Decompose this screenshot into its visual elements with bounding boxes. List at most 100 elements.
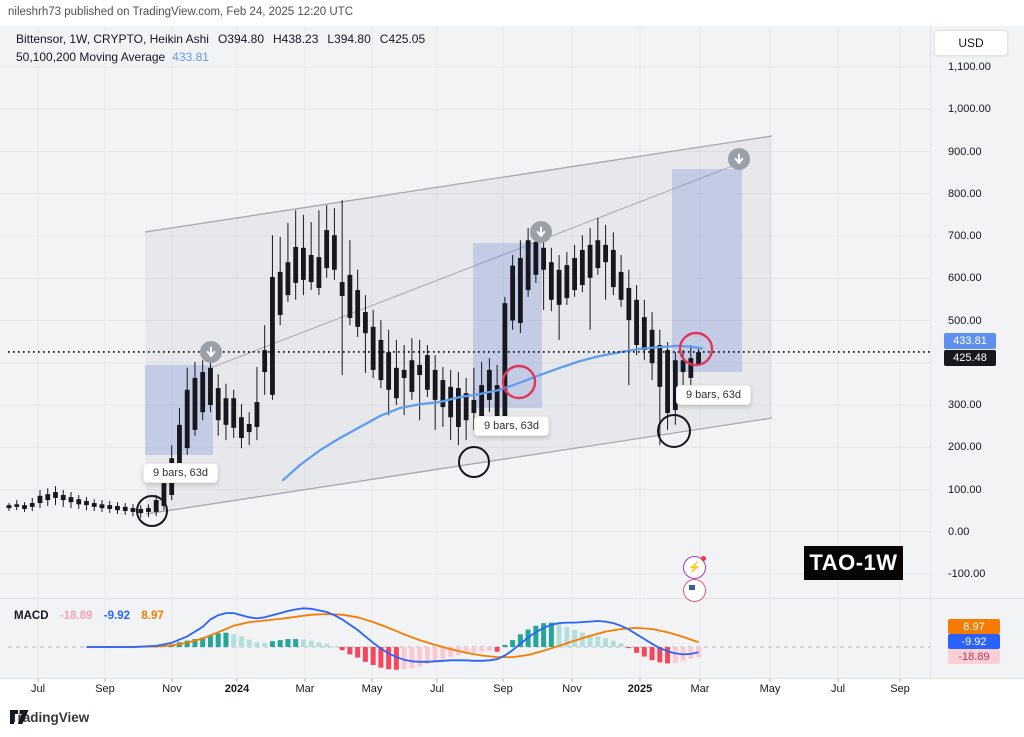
trendline xyxy=(212,159,749,368)
macd-line-value: -9.92 xyxy=(103,610,131,622)
candle-body xyxy=(22,505,27,509)
time-tick-label: Nov xyxy=(562,683,582,695)
candle-body xyxy=(14,504,20,507)
candle-body xyxy=(37,495,43,504)
macd-histogram-bar xyxy=(479,647,485,652)
price-tick-label: 300.00 xyxy=(948,399,982,411)
ma-value: 433.81 xyxy=(172,50,209,64)
bars-range-tooltip: 9 bars, 63d xyxy=(676,385,752,405)
arrow-head xyxy=(536,230,546,237)
symbol-title: Bittensor, 1W, CRYPTO, Heikin Ashi xyxy=(16,32,209,46)
candle-body xyxy=(688,358,694,378)
candle-body xyxy=(301,247,306,280)
macd-histogram-bar xyxy=(649,647,655,661)
time-tick-label: Sep xyxy=(95,683,115,695)
candle-body xyxy=(239,417,244,438)
candle-body xyxy=(161,483,167,506)
macd-histogram-bar xyxy=(641,647,647,657)
macd-legend: MACD -18.89 -9.92 8.97 xyxy=(14,608,164,622)
idea-flash-icon[interactable]: ⚡ xyxy=(683,556,706,579)
macd-histogram-bar xyxy=(587,634,593,647)
macd-histogram-bar xyxy=(432,647,438,662)
macd-histogram-bar xyxy=(300,639,306,647)
candle-body xyxy=(680,360,686,373)
candle-body xyxy=(270,276,275,395)
macd-histogram-bar xyxy=(347,647,353,655)
macd-histogram-bar xyxy=(463,647,469,654)
macd-line xyxy=(86,607,699,663)
candle-body xyxy=(332,235,337,270)
candle-body xyxy=(347,274,353,318)
date-range-box xyxy=(473,243,542,408)
macd-histogram-bar xyxy=(238,636,244,647)
price-tick-label: 200.00 xyxy=(948,441,982,454)
candle-body xyxy=(146,508,151,512)
macd-histogram-bar xyxy=(331,646,337,648)
time-tick-label: 2024 xyxy=(224,683,250,695)
candle-body xyxy=(626,287,632,321)
candle-body xyxy=(502,303,508,421)
macd-histogram-bar xyxy=(246,639,252,647)
candle-body xyxy=(641,317,647,351)
time-tick-label: Jul xyxy=(830,683,846,695)
candle-body xyxy=(84,500,89,506)
pane-divider xyxy=(0,598,1024,599)
candle-body xyxy=(595,240,601,269)
candle-body xyxy=(548,262,554,300)
published-attribution: nileshrh73 published on TradingView.com,… xyxy=(8,6,354,18)
chart-legend: Bittensor, 1W, CRYPTO, Heikin Ashi O394.8… xyxy=(16,31,425,66)
footer-logo-text: TradingView xyxy=(10,710,90,725)
price-tick-label: 700.00 xyxy=(948,230,982,242)
candle-body xyxy=(29,503,35,507)
candle-body xyxy=(525,240,531,291)
price-tick-label: 900.00 xyxy=(948,145,982,158)
time-tick-label: Sep xyxy=(890,683,910,695)
currency-toggle-button[interactable]: USD xyxy=(934,30,1008,56)
us-event-flag-icon[interactable] xyxy=(683,579,706,602)
macd-histogram-bar xyxy=(324,643,330,647)
candle-body xyxy=(618,271,624,300)
macd-histogram-bar xyxy=(657,647,663,663)
macd-histogram-bar xyxy=(386,647,392,670)
channel-fill xyxy=(145,136,772,514)
candle-body xyxy=(208,367,213,405)
macd-histogram-bar xyxy=(510,640,516,647)
candle-body xyxy=(432,369,438,400)
candle-body xyxy=(223,398,229,425)
time-tick-label: Mar xyxy=(690,683,710,695)
candle-body xyxy=(486,369,492,400)
macd-histogram-bar xyxy=(502,644,508,647)
candle-body xyxy=(53,492,58,498)
ohlc-low: L394.80 xyxy=(327,32,371,46)
low-marker-circle xyxy=(458,446,490,478)
price-tick-label: 600.00 xyxy=(948,272,982,285)
candle-body xyxy=(556,269,562,305)
candle-body xyxy=(394,367,399,399)
candle-body xyxy=(533,241,539,275)
candle-body xyxy=(564,265,570,299)
candle-body xyxy=(215,388,221,421)
macd-histogram-bar xyxy=(378,647,384,668)
candle-body xyxy=(649,329,655,364)
candle-body xyxy=(440,380,446,408)
macd-histogram-bar xyxy=(603,637,609,647)
candle-body xyxy=(153,500,159,512)
candle-body xyxy=(99,504,105,509)
macd-histogram-bar xyxy=(533,625,539,647)
macd-histogram-bar xyxy=(517,634,523,647)
footer-logo[interactable]: TradingView xyxy=(10,710,89,725)
time-tick-label: May xyxy=(361,683,383,695)
macd-histogram-bar xyxy=(564,626,570,647)
macd-histogram-bar xyxy=(362,647,368,662)
macd-histogram-bar xyxy=(370,647,376,666)
macd-title: MACD xyxy=(14,610,49,622)
time-tick-label: Mar xyxy=(295,683,315,695)
time-tick-label: May xyxy=(759,683,781,695)
candle-body xyxy=(231,398,237,428)
macd-histogram-bar xyxy=(215,633,221,647)
candle-body xyxy=(455,388,461,427)
macd-histogram-bar xyxy=(634,647,640,653)
candle-body xyxy=(409,360,415,392)
candle-body xyxy=(277,271,283,316)
